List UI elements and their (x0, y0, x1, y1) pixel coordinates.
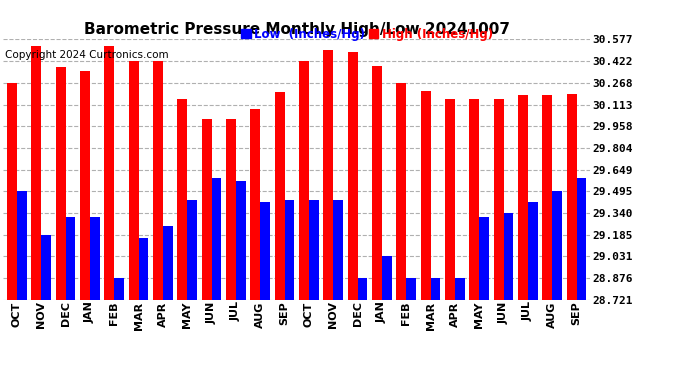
Bar (445, 99, 455, 300)
Bar (212, 178, 221, 300)
Bar (480, 217, 489, 300)
Bar (348, 52, 357, 300)
Bar (104, 46, 114, 300)
Bar (577, 178, 586, 300)
Bar (552, 191, 562, 300)
Bar (324, 50, 333, 300)
Bar (284, 201, 294, 300)
Bar (275, 92, 284, 300)
Title: Barometric Pressure Monthly High/Low 20241007: Barometric Pressure Monthly High/Low 202… (83, 22, 510, 37)
Bar (56, 67, 66, 300)
Bar (372, 66, 382, 300)
Bar (153, 62, 163, 300)
Bar (163, 226, 172, 300)
Bar (455, 278, 464, 300)
Bar (66, 217, 75, 300)
Bar (7, 83, 17, 300)
Bar (114, 278, 124, 300)
Bar (80, 71, 90, 300)
Bar (309, 201, 319, 300)
Bar (431, 278, 440, 300)
Bar (139, 238, 148, 300)
Bar (41, 235, 51, 300)
Bar (260, 202, 270, 300)
Bar (528, 202, 538, 300)
Bar (226, 119, 236, 300)
Bar (90, 217, 99, 300)
Bar (177, 99, 187, 300)
Bar (469, 99, 480, 300)
Bar (333, 201, 343, 300)
Bar (494, 99, 504, 300)
Bar (397, 83, 406, 300)
Bar (236, 181, 246, 300)
Bar (357, 278, 367, 300)
Legend: Low  (Inches/Hg), High (Inches/Hg): Low (Inches/Hg), High (Inches/Hg) (237, 23, 497, 46)
Bar (187, 201, 197, 300)
Bar (201, 119, 212, 300)
Bar (299, 61, 309, 300)
Bar (250, 109, 260, 300)
Bar (542, 95, 552, 300)
Bar (32, 46, 41, 300)
Bar (406, 278, 416, 300)
Bar (504, 213, 513, 300)
Bar (421, 91, 431, 300)
Bar (382, 256, 392, 300)
Text: Copyright 2024 Curtronics.com: Copyright 2024 Curtronics.com (5, 50, 168, 60)
Bar (17, 191, 27, 300)
Bar (518, 95, 528, 300)
Bar (566, 94, 577, 300)
Bar (129, 62, 139, 300)
